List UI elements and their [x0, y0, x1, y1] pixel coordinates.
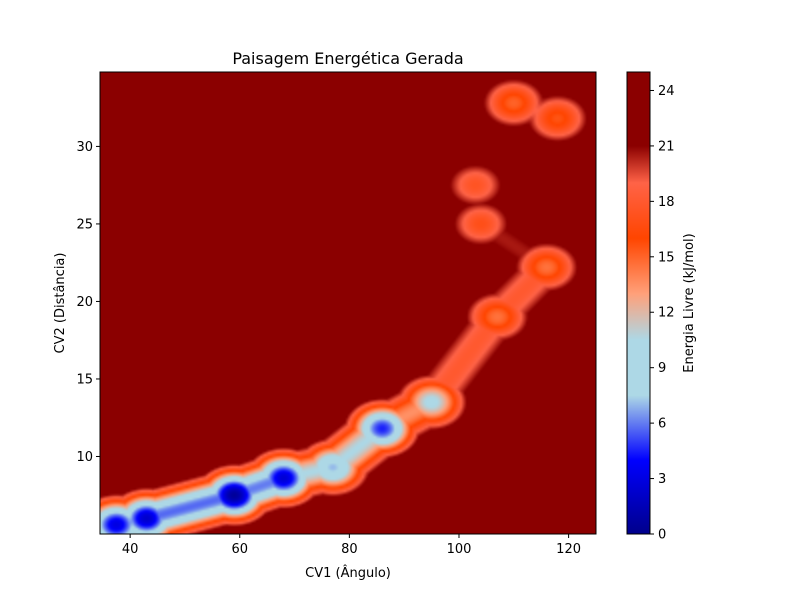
y-tick-label: 15: [76, 372, 93, 387]
colorbar-tick-label: 3: [658, 472, 666, 487]
y-tick-label: 20: [76, 295, 93, 310]
colorbar: 0 3 6 9 12 15 18 21 24 Energia Livre (kJ/mol): [626, 71, 697, 543]
y-tick-label: 30: [76, 140, 93, 155]
y-tick-label: 10: [76, 450, 93, 465]
colorbar-tick-label: 9: [658, 361, 666, 376]
x-tick-label: 60: [231, 542, 248, 557]
colorbar-tick-label: 18: [658, 195, 675, 210]
colorbar-tick-label: 12: [658, 306, 675, 321]
chart-title: Paisagem Energética Gerada: [232, 49, 463, 68]
colorbar-tick-label: 6: [658, 417, 666, 432]
colorbar-axis: 0 3 6 9 12 15 18 21 24: [650, 84, 675, 543]
x-axis: 40 60 80 100 120: [122, 534, 581, 557]
plot-frame: [99, 71, 597, 535]
y-axis: 10 15 20 25 30: [76, 140, 100, 465]
plot-area: [99, 71, 597, 535]
y-axis-label: CV2 (Distância): [53, 253, 68, 354]
energy-heatmap: [100, 72, 596, 534]
y-tick-label: 25: [76, 217, 93, 232]
x-tick-label: 80: [341, 542, 358, 557]
x-tick-label: 40: [122, 542, 139, 557]
colorbar-label: Energia Livre (kJ/mol): [682, 233, 697, 372]
x-tick-label: 100: [447, 542, 472, 557]
x-axis-label: CV1 (Ângulo): [305, 565, 391, 581]
colorbar-tick-label: 0: [658, 528, 666, 543]
colorbar-tick-label: 15: [658, 250, 675, 265]
colorbar-frame: [626, 71, 651, 535]
colorbar-tick-label: 21: [658, 139, 675, 154]
x-tick-label: 120: [556, 542, 581, 557]
colorbar-gradient: [627, 72, 650, 534]
colorbar-tick-label: 24: [658, 84, 675, 99]
